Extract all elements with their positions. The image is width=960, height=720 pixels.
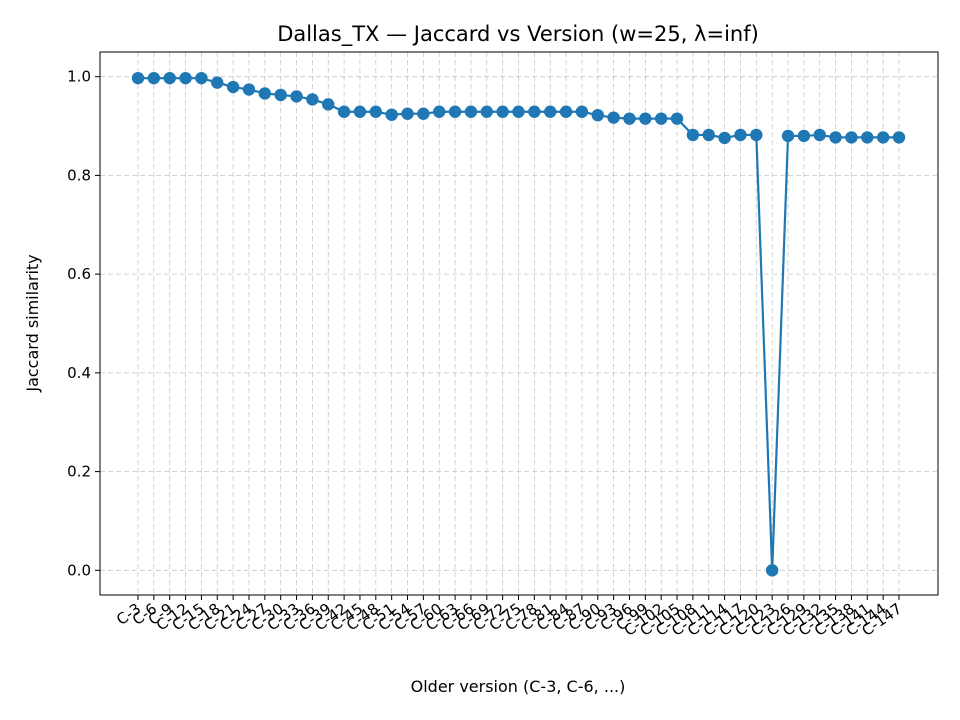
data-point — [306, 93, 319, 106]
data-point — [591, 108, 604, 122]
data-point — [512, 105, 525, 118]
data-point — [258, 87, 272, 100]
data-point — [179, 71, 192, 85]
data-point — [575, 105, 589, 118]
y-tick-label: 0.2 — [67, 463, 91, 481]
y-tick-label: 0.6 — [67, 265, 91, 283]
data-point — [813, 128, 826, 142]
data-point — [734, 128, 747, 142]
data-point — [686, 128, 700, 142]
data-point — [147, 71, 161, 85]
data-point — [876, 131, 890, 144]
data-point — [337, 105, 351, 118]
data-point — [163, 71, 176, 85]
data-point — [892, 131, 906, 144]
data-point — [274, 88, 287, 102]
data-point — [639, 112, 652, 125]
data-point — [765, 564, 779, 577]
data-point — [242, 83, 256, 96]
y-tick-label: 0.0 — [67, 561, 91, 579]
data-point — [702, 128, 715, 142]
data-point — [464, 105, 478, 118]
data-point — [528, 105, 541, 118]
data-point — [211, 76, 224, 89]
data-point — [385, 108, 398, 121]
data-point — [654, 112, 668, 125]
y-axis-label: Jaccard similarity — [23, 254, 42, 392]
data-point — [322, 98, 335, 111]
y-tick-label: 1.0 — [67, 68, 91, 86]
data-point — [623, 112, 636, 125]
data-point — [781, 129, 795, 143]
data-point — [544, 105, 557, 118]
x-axis: C-3C-6C-9C-12C-15C-18C-21C-24C-27C-30C-3… — [113, 595, 905, 640]
y-tick-label: 0.8 — [67, 166, 91, 184]
data-point — [829, 131, 842, 144]
data-point — [369, 105, 383, 118]
y-axis: 0.0 0.2 0.4 0.6 0.8 1.0 — [67, 68, 100, 579]
data-point — [433, 105, 446, 118]
data-point — [750, 128, 763, 142]
data-point — [845, 131, 858, 144]
chart-title: Dallas_TX — Jaccard vs Version (w=25, λ=… — [277, 22, 759, 47]
data-point — [718, 131, 731, 145]
data-point — [195, 71, 208, 85]
plot-frame — [99, 51, 939, 596]
data-points — [131, 71, 906, 577]
data-point — [290, 90, 303, 103]
data-point — [417, 107, 430, 120]
y-tick-label: 0.4 — [67, 364, 91, 382]
data-point — [559, 105, 573, 118]
data-point — [797, 129, 811, 143]
grid-layer — [100, 52, 938, 595]
data-point — [131, 71, 145, 85]
data-point — [226, 80, 240, 94]
data-point — [496, 105, 509, 118]
data-point — [607, 111, 620, 124]
x-axis-label: Older version (C-3, C-6, ...) — [411, 677, 626, 696]
data-point — [480, 105, 493, 118]
data-point — [448, 105, 462, 118]
data-point — [401, 107, 414, 120]
data-point — [670, 112, 684, 125]
data-point — [353, 105, 367, 118]
data-point — [861, 131, 874, 144]
